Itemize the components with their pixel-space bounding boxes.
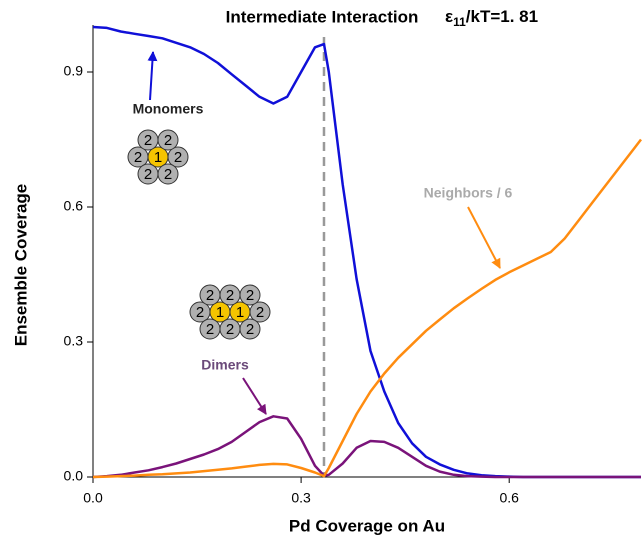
series-line [93, 27, 641, 477]
y-tick-label: 0.6 [64, 198, 84, 214]
chart: Intermediate Interaction ε11/kT=1. 81 Pd… [0, 0, 644, 541]
annotation-arrow [243, 378, 266, 414]
atom-label: 2 [144, 166, 152, 183]
series-line [93, 416, 641, 477]
atom-label: 1 [216, 304, 224, 321]
energy-rest: /kT=1. 81 [466, 7, 538, 26]
y-axis-label: Ensemble Coverage [11, 184, 30, 347]
annotation-arrow [150, 52, 153, 100]
y-tick-label: 0.0 [64, 468, 84, 484]
y-tick-label: 0.3 [64, 333, 84, 349]
atom-label: 2 [164, 132, 172, 149]
energy-symbol: ε [445, 7, 453, 26]
atom-label: 2 [206, 321, 214, 338]
energy-subscript: 11 [453, 15, 466, 29]
x-tick-label: 0.3 [291, 490, 311, 506]
atom-label: 2 [164, 166, 172, 183]
series-label: Neighbors / 6 [424, 185, 513, 201]
chart-title: Intermediate Interaction [226, 7, 419, 26]
x-tick-label: 0.6 [499, 490, 519, 506]
annotation-arrow [468, 207, 500, 268]
atom-label: 1 [236, 304, 244, 321]
atom-label: 2 [134, 149, 142, 166]
atom-label: 2 [226, 287, 234, 304]
series-label: Dimers [201, 357, 249, 373]
y-tick-label: 0.9 [64, 63, 84, 79]
atom-label: 1 [154, 149, 162, 166]
atom-label: 2 [226, 321, 234, 338]
atom-label: 2 [256, 304, 264, 321]
x-axis-label: Pd Coverage on Au [289, 516, 445, 535]
series-line [93, 140, 641, 478]
series-label: Monomers [133, 101, 204, 117]
atom-label: 2 [246, 287, 254, 304]
atom-label: 2 [144, 132, 152, 149]
atom-label: 2 [196, 304, 204, 321]
atom-label: 2 [174, 149, 182, 166]
x-tick-label: 0.0 [83, 490, 103, 506]
energy-label: ε11/kT=1. 81 [445, 7, 538, 29]
atom-label: 2 [246, 321, 254, 338]
atom-label: 2 [206, 287, 214, 304]
